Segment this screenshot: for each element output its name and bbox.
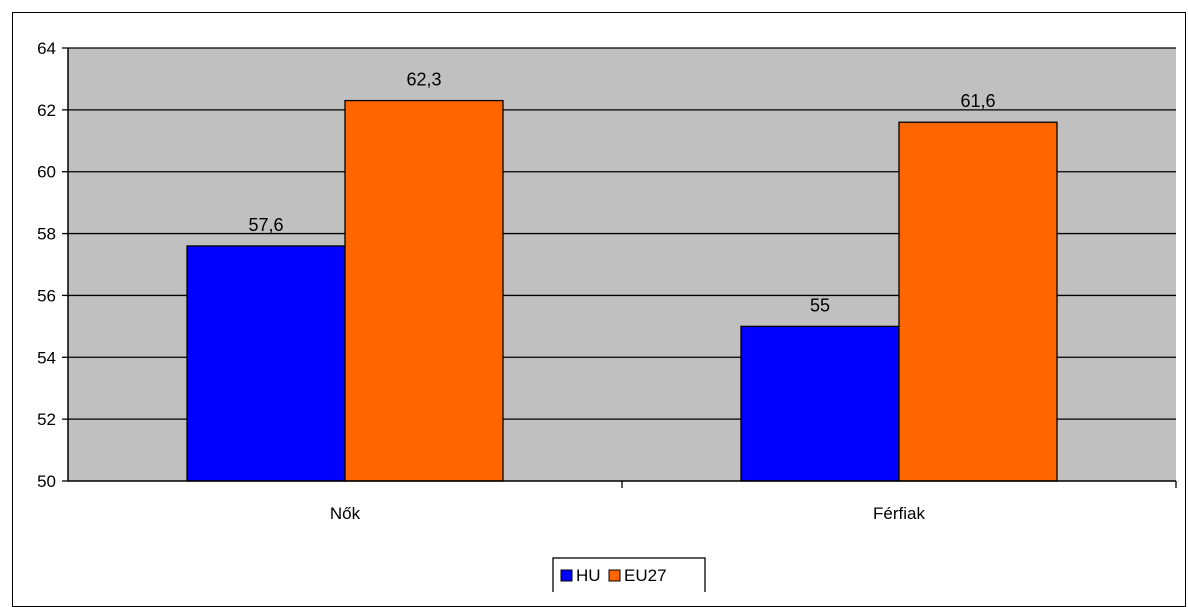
- y-tick-label: 52: [37, 410, 56, 429]
- data-label: 57,6: [248, 215, 283, 235]
- data-label: 55: [810, 295, 830, 315]
- legend-label: HU: [576, 566, 601, 585]
- data-label: 62,3: [406, 70, 441, 90]
- y-tick-label: 64: [37, 39, 56, 58]
- legend-label: EU27: [624, 566, 667, 585]
- legend-box: [552, 557, 706, 592]
- y-tick-label: 56: [37, 286, 56, 305]
- bar-eu27-1: [344, 99, 504, 482]
- y-tick-label: 58: [37, 225, 56, 244]
- y-tick-label: 50: [37, 472, 56, 491]
- y-tick-labels: 50 52 54 56 58 60 62 64: [37, 39, 56, 491]
- bar-hu-1: [186, 245, 346, 482]
- y-tick-label: 60: [37, 163, 56, 182]
- category-labels: Nők Férfiak: [330, 504, 926, 523]
- y-tick-label: 54: [37, 348, 56, 367]
- legend-swatch-hu: [560, 569, 573, 582]
- axes: [62, 47, 1177, 488]
- category-label: Férfiak: [873, 504, 925, 523]
- bar-chart: 50 52 54 56 58 60 62 64 Nők Férfiak 57,6 62,3 55 61…: [37, 39, 1177, 592]
- y-tick-label: 62: [37, 101, 56, 120]
- bar-eu27-2: [898, 121, 1058, 482]
- bar-hu-2: [740, 325, 900, 482]
- data-labels: 57,6 62,3 55 61,6: [248, 70, 995, 316]
- legend-swatch-eu27: [608, 569, 621, 582]
- category-label: Nők: [330, 504, 361, 523]
- legend: HU EU27: [552, 557, 706, 592]
- data-label: 61,6: [960, 91, 995, 111]
